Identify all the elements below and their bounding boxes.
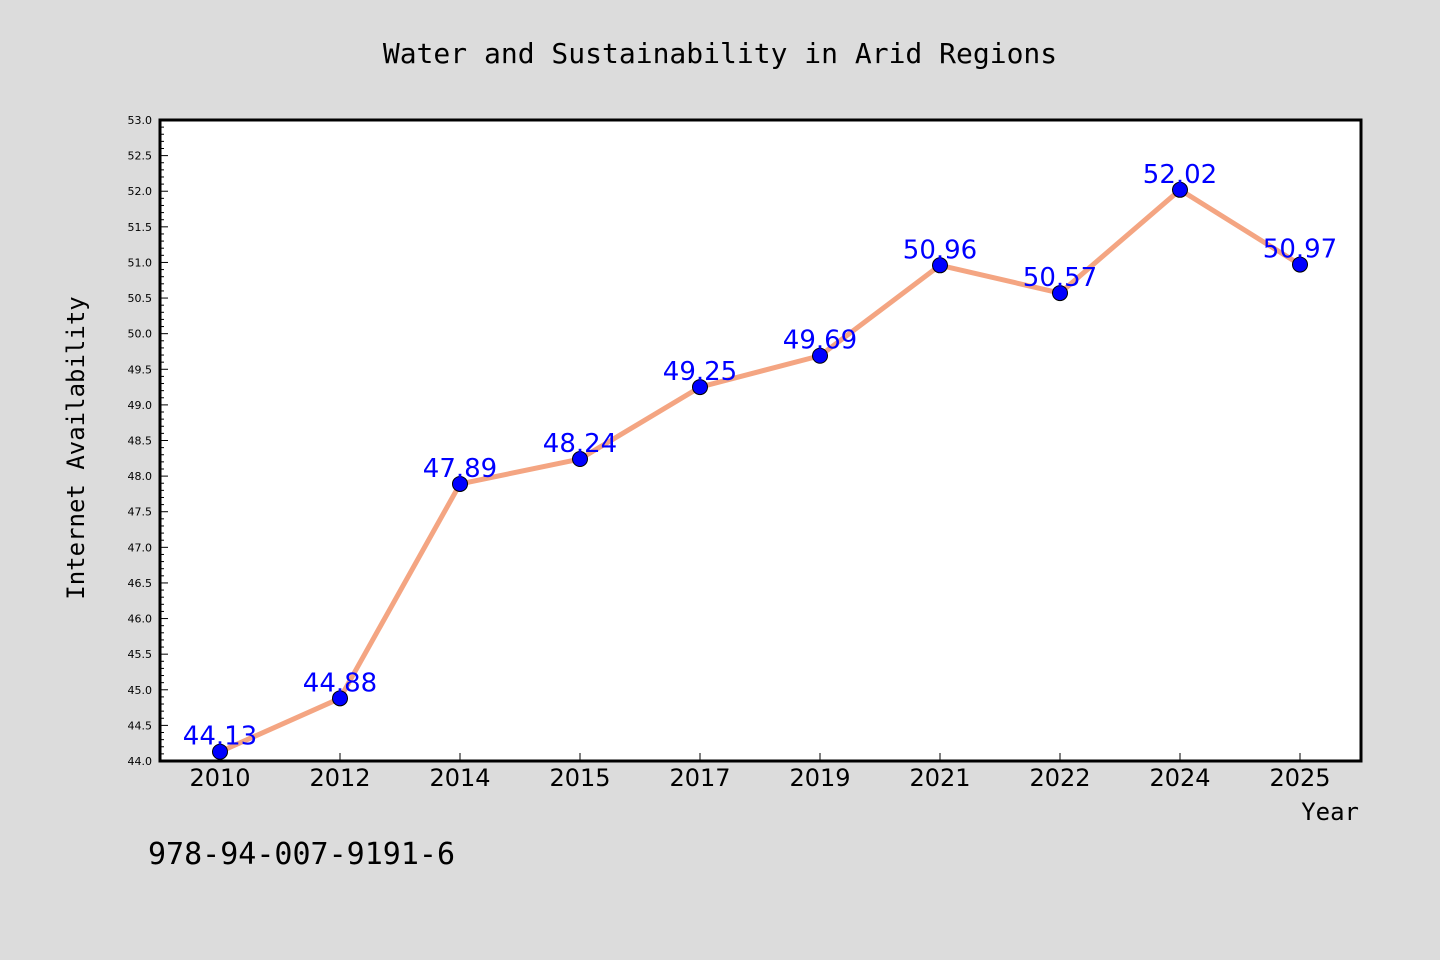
data-label: 50.96 xyxy=(903,235,977,265)
y-tick-label: 48.0 xyxy=(128,470,153,483)
y-tick-label: 45.0 xyxy=(128,684,153,697)
x-tick-label: 2010 xyxy=(189,764,250,792)
y-tick-label: 53.0 xyxy=(128,114,153,127)
data-point-marker xyxy=(1292,256,1308,273)
x-tick-label: 2014 xyxy=(429,764,490,792)
y-tick-label: 50.0 xyxy=(128,328,153,341)
x-axis: 2010 2012 2014 2015 2017 2019 2021 2022 2024 2025 xyxy=(189,753,1331,792)
data-label: 48.24 xyxy=(543,429,617,459)
y-axis: 44.0 44.5 45.0 45.5 46.0 46.5 47.0 47.5 48.0 48.5… xyxy=(128,114,168,768)
x-tick-label: 2022 xyxy=(1029,764,1090,792)
y-tick-label: 51.5 xyxy=(128,221,153,234)
data-point-marker xyxy=(1172,181,1188,198)
data-point-marker xyxy=(572,451,588,468)
x-tick-label: 2017 xyxy=(669,764,730,792)
data-point-marker xyxy=(452,475,468,492)
data-point-marker xyxy=(1052,285,1068,302)
y-tick-label: 44.5 xyxy=(128,719,153,732)
y-tick-label: 46.5 xyxy=(128,577,153,590)
data-point-marker xyxy=(692,379,708,396)
y-tick-label: 46.0 xyxy=(128,613,153,626)
x-axis-title: Year xyxy=(1301,798,1359,826)
y-tick-label: 45.5 xyxy=(128,648,153,661)
data-label: 47.89 xyxy=(423,454,497,484)
data-label: 44.13 xyxy=(183,722,257,752)
y-tick-label: 49.0 xyxy=(128,399,153,412)
series-line xyxy=(218,187,1302,755)
x-tick-label: 2021 xyxy=(909,764,970,792)
data-label: 52.02 xyxy=(1143,160,1217,190)
data-label: 49.69 xyxy=(783,326,857,356)
y-axis-title: Internet Availability xyxy=(62,296,90,599)
data-point-marker xyxy=(812,347,828,364)
data-label: 49.25 xyxy=(663,357,737,387)
y-tick-label: 52.0 xyxy=(128,185,153,198)
data-point-marker xyxy=(932,257,948,274)
y-tick-label: 52.5 xyxy=(128,150,153,163)
data-label: 50.97 xyxy=(1263,235,1337,265)
plot-area xyxy=(158,118,1363,763)
y-tick-label: 49.5 xyxy=(128,363,153,376)
series-group xyxy=(212,181,1308,760)
x-tick-label: 2025 xyxy=(1269,764,1330,792)
x-tick-label: 2019 xyxy=(789,764,850,792)
y-tick-label: 44.0 xyxy=(128,755,153,768)
y-tick-label: 47.5 xyxy=(128,506,153,519)
x-tick-label: 2015 xyxy=(549,764,610,792)
x-tick-label: 2024 xyxy=(1149,764,1210,792)
isbn-annotation: 978-94-007-9191-6 xyxy=(148,837,455,872)
y-tick-label: 48.5 xyxy=(128,435,153,448)
y-tick-label: 47.0 xyxy=(128,541,153,554)
data-point-marker xyxy=(212,743,228,760)
y-tick-label: 51.0 xyxy=(128,256,153,269)
data-point-marker xyxy=(332,690,348,707)
y-tick-label: 50.5 xyxy=(128,292,153,305)
data-label: 44.88 xyxy=(303,668,377,698)
x-tick-label: 2012 xyxy=(309,764,370,792)
data-labels-group: 44.13 44.88 47.89 48.24 49.25 49.69 50.96 50.57… xyxy=(183,160,1337,752)
chart-title: Water and Sustainability in Arid Regions xyxy=(383,37,1057,70)
data-label: 50.57 xyxy=(1023,263,1097,293)
